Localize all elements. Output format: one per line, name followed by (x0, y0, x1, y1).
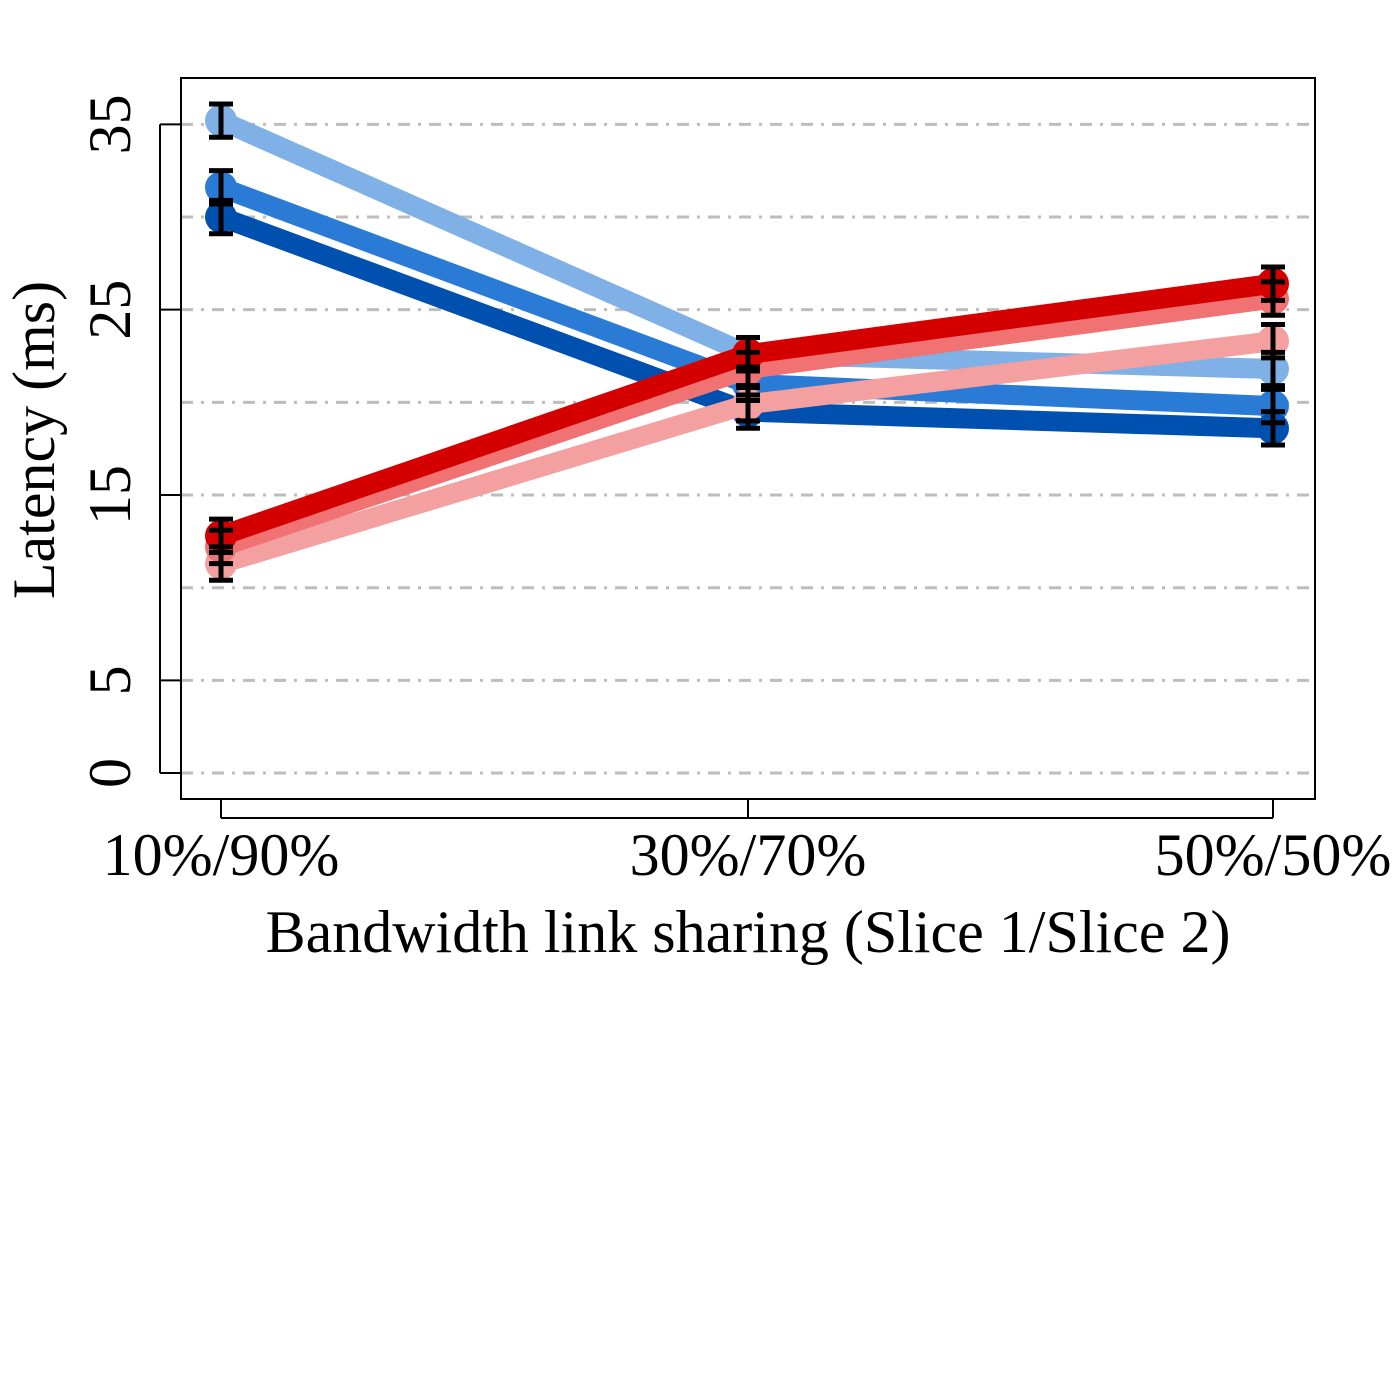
error-bar (1261, 264, 1285, 303)
y-tick-label: 0 (77, 758, 143, 788)
error-bar (209, 101, 233, 140)
gridlines (181, 122, 1315, 775)
error-bar (1261, 322, 1285, 361)
y-tick-label: 35 (77, 94, 143, 154)
error-bar (736, 334, 760, 374)
x-tick-label: 10%/90% (103, 822, 340, 888)
x-tick-label: 30%/70% (630, 822, 867, 888)
error-bar (209, 197, 233, 237)
x-tick-label: 50%/50% (1155, 822, 1392, 888)
error-bars (209, 101, 1285, 583)
y-tick-label: 15 (77, 465, 143, 525)
error-bar (209, 516, 233, 555)
error-bar (1261, 409, 1285, 448)
y-tick-label: 25 (77, 280, 143, 340)
y-axis-title: Latency (ms) (1, 281, 67, 599)
x-axis: 10%/90% 30%/70% 50%/50% (103, 799, 1392, 888)
x-axis-title: Bandwidth link sharing (Slice 1/Slice 2) (266, 899, 1231, 965)
y-tick-label: 5 (77, 665, 143, 695)
y-axis: 0 5 15 25 35 (77, 94, 181, 788)
